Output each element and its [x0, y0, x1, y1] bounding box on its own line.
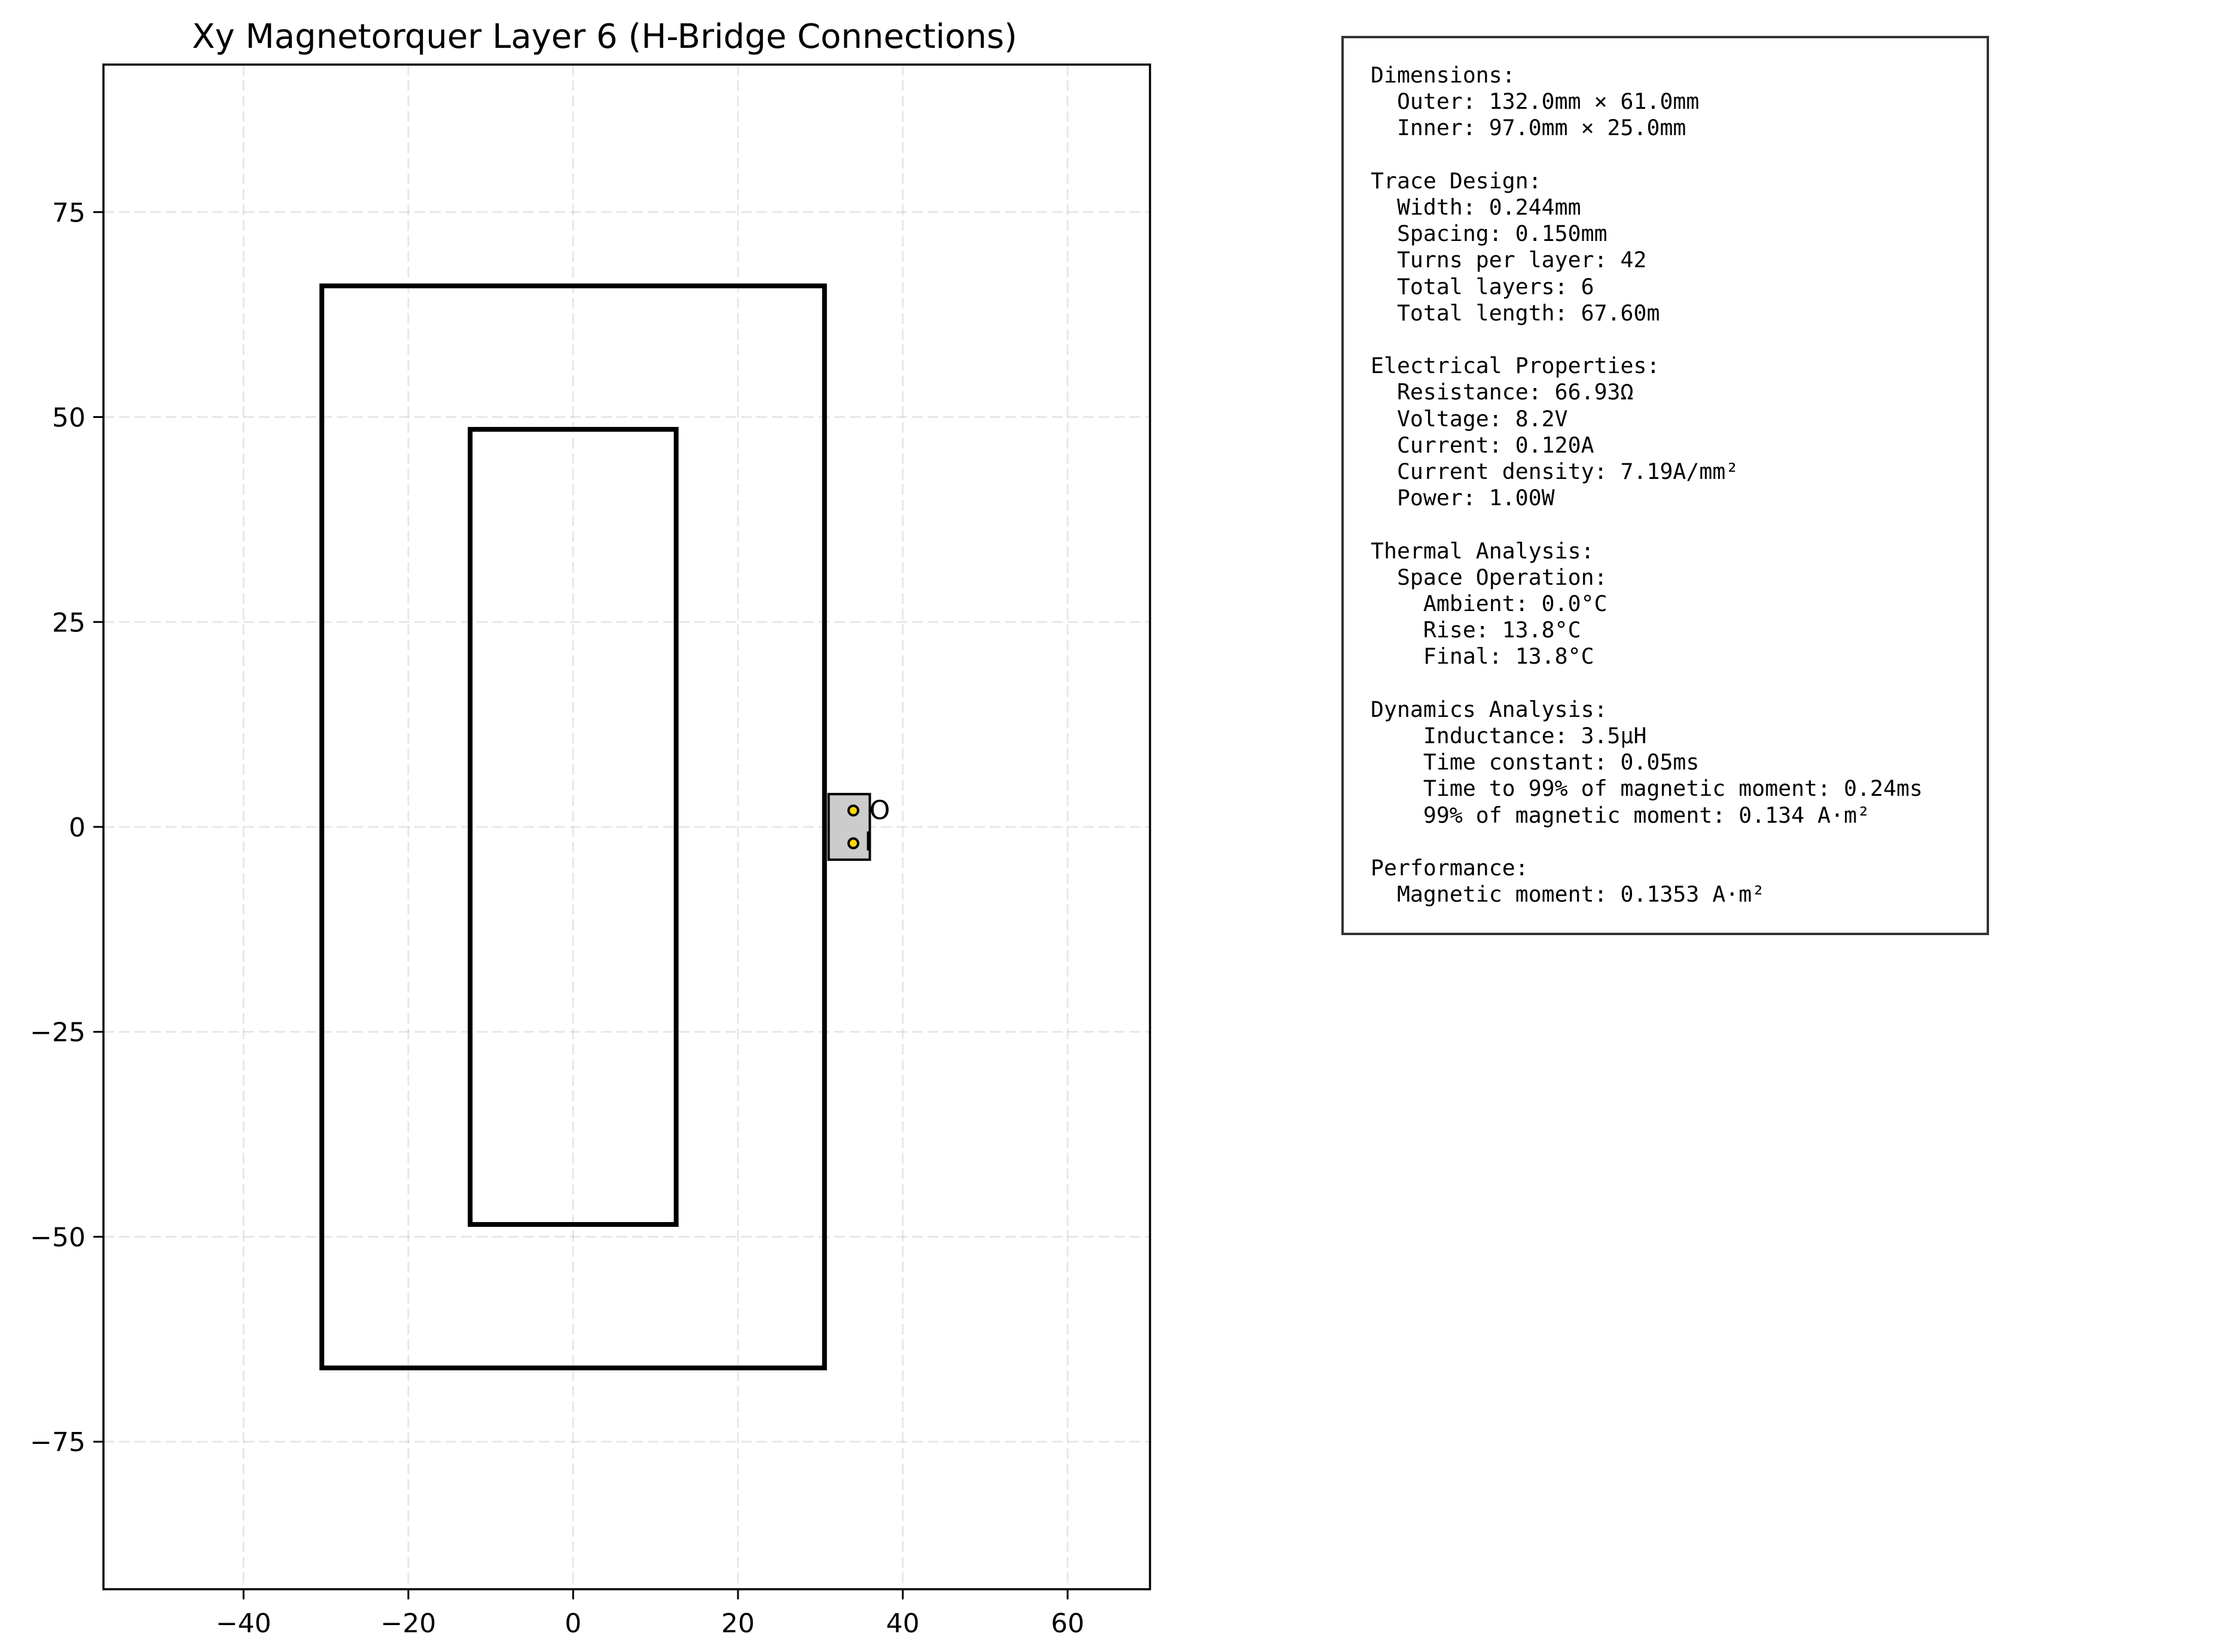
x-tick-label: −40: [216, 1608, 272, 1639]
connector-pad: [847, 804, 859, 817]
inner-coil-boundary: [468, 427, 679, 1227]
y-tick-label: −75: [30, 1427, 86, 1458]
y-tick-label: 0: [69, 813, 86, 843]
coil-shapes: OI: [319, 283, 890, 1370]
h-bridge-connector: [827, 793, 871, 861]
info-box: [1341, 36, 1989, 935]
grid-layer: [103, 65, 1150, 1589]
connector-label: I: [864, 826, 872, 857]
x-tick-label: 60: [1051, 1608, 1084, 1639]
connector-pad: [847, 837, 859, 850]
connector-label: O: [870, 795, 890, 826]
y-tick-label: 75: [52, 198, 86, 228]
y-tick-label: 50: [52, 403, 86, 433]
x-tick-label: 40: [886, 1608, 920, 1639]
y-tick-label: −50: [30, 1222, 86, 1253]
x-tick-label: −20: [380, 1608, 436, 1639]
info-text: Dimensions: Outer: 132.0mm × 61.0mm Inne…: [1371, 62, 1923, 908]
x-tick-label: 20: [721, 1608, 755, 1639]
y-tick-label: −25: [30, 1018, 86, 1048]
y-tick-label: 25: [52, 607, 86, 638]
axis-ticks: −40 −20 0 20 40 60 −75 −50 −25 0 25 50 75: [30, 198, 1084, 1639]
x-tick-label: 0: [565, 1608, 581, 1639]
chart-title: Xy Magnetorquer Layer 6 (H-Bridge Connec…: [192, 17, 1017, 56]
outer-coil-boundary: [319, 283, 827, 1370]
